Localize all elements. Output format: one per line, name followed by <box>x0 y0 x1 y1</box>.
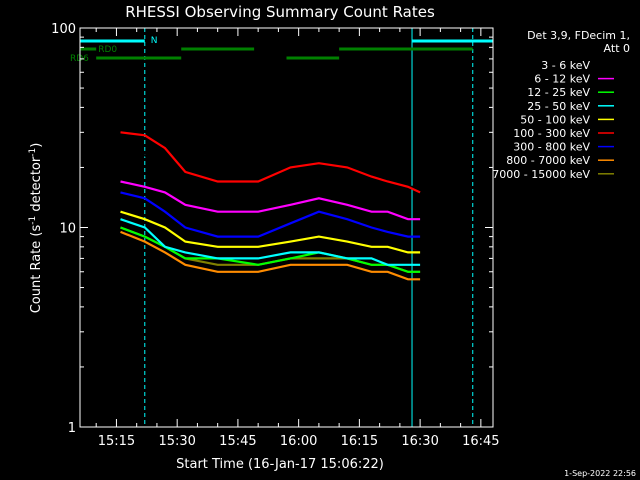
x-tick-label: 16:45 <box>462 434 499 449</box>
y-axis: 1 10 100 <box>51 22 493 436</box>
timestamp: 1-Sep-2022 22:56 <box>564 469 636 478</box>
legend-entry-label: 300 - 800 keV <box>513 141 590 154</box>
y-axis-label-mid: detector <box>29 156 44 216</box>
legend-entry-label: 100 - 300 keV <box>513 127 590 140</box>
series-line <box>120 210 421 254</box>
y-axis-label-prefix: Count Rate (s <box>29 225 44 314</box>
x-tick-label: 16:30 <box>401 434 438 449</box>
x-tick-label: 16:00 <box>280 434 317 449</box>
series-line <box>120 131 421 194</box>
legend-header-line2: Att 0 <box>604 42 630 55</box>
x-axis: 15:15 15:30 15:45 16:00 16:15 16:30 16:45 <box>95 28 500 449</box>
x-axis-label: Start Time (16-Jan-17 15:06:22) <box>176 457 384 472</box>
x-tick-label: 15:15 <box>98 434 135 449</box>
y-axis-label-suffix: ) <box>29 143 44 148</box>
legend-entry-label: 25 - 50 keV <box>527 100 590 113</box>
legend-entry-label: 3 - 6 keV <box>541 59 590 72</box>
x-tick-label: 16:15 <box>341 434 378 449</box>
rd0-label: RD0 <box>98 45 117 55</box>
series-line <box>120 218 421 266</box>
legend-entry-label: 12 - 25 keV <box>527 86 590 99</box>
series-line <box>120 191 421 238</box>
series-line <box>120 180 421 221</box>
y-axis-label-sup1: -1 <box>28 216 38 225</box>
legend-header-line1: Det 3,9, FDecim 1, <box>527 29 630 42</box>
x-tick-label: 15:45 <box>219 434 256 449</box>
x-tick-label: 15:30 <box>158 434 195 449</box>
y-tick-label: 100 <box>51 22 76 37</box>
night-label: N <box>151 36 158 46</box>
y-tick-label: 1 <box>68 421 76 436</box>
y-tick-label: 10 <box>59 222 76 237</box>
legend-entry-label: 7000 - 15000 keV <box>492 168 590 181</box>
y-axis-label: Count Rate (s-1 detector-1) <box>28 143 44 314</box>
chart-title: RHESSI Observing Summary Count Rates <box>125 3 435 21</box>
y-axis-label-sup2: -1 <box>28 148 38 157</box>
legend-entry-label: 6 - 12 keV <box>534 73 590 86</box>
legend-entry-label: 800 - 7000 keV <box>506 154 590 167</box>
series-line <box>120 230 421 281</box>
legend-entry-label: 50 - 100 keV <box>520 113 590 126</box>
